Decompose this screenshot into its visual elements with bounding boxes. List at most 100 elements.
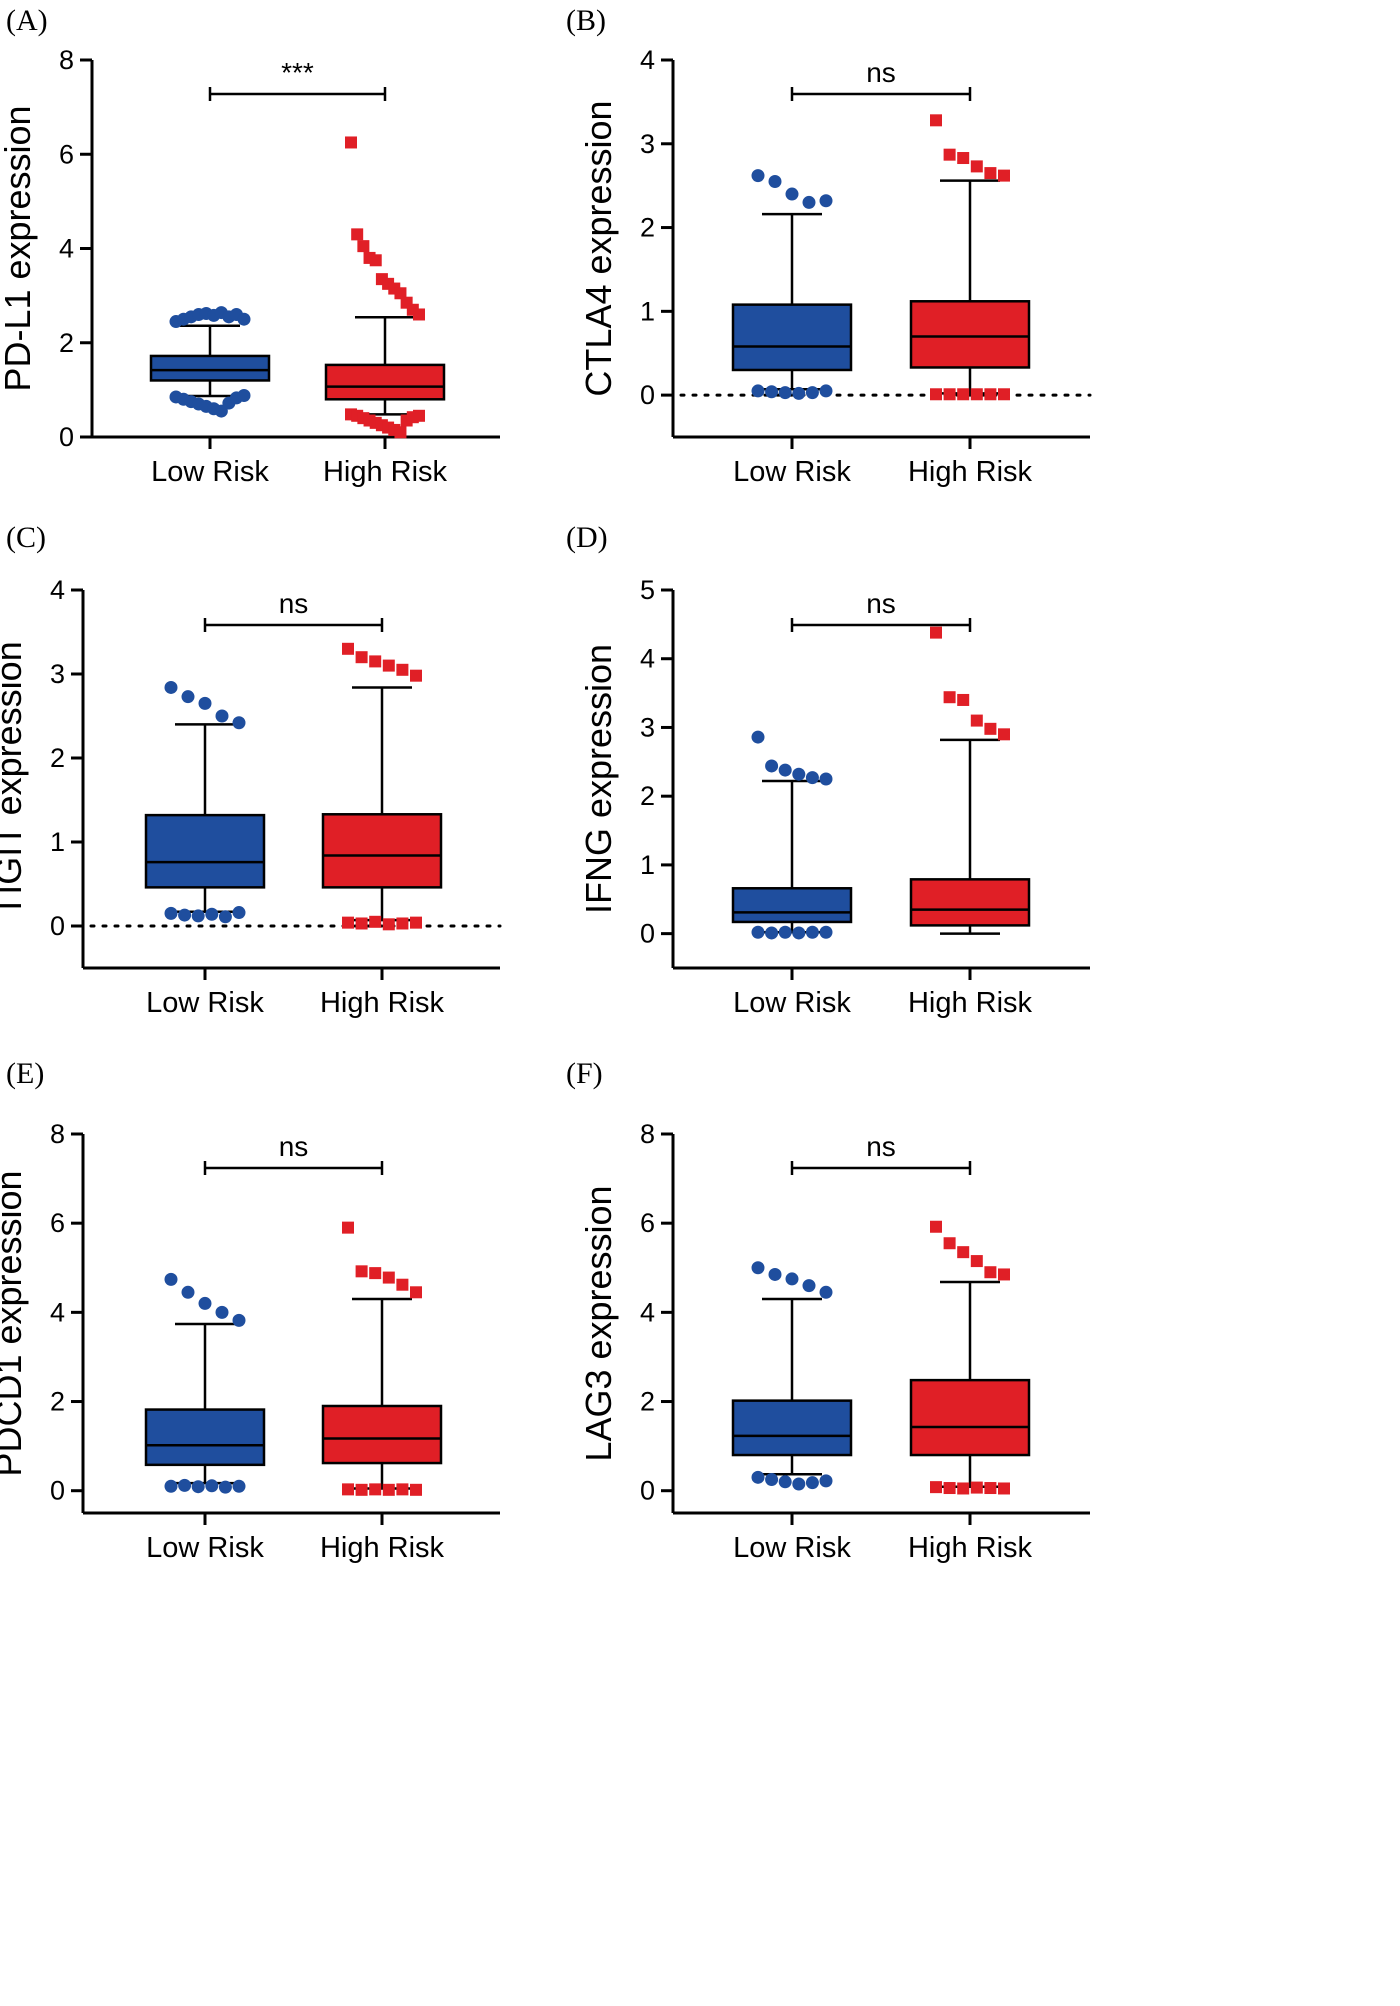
outlier-point-low bbox=[765, 926, 779, 940]
significance-label: *** bbox=[281, 57, 314, 88]
interquartile-box bbox=[149, 354, 271, 382]
outlier-point-high bbox=[957, 693, 970, 706]
interquartile-box bbox=[324, 363, 446, 401]
x-category-label: Low Risk bbox=[146, 987, 264, 1019]
outlier-point-high bbox=[778, 763, 792, 777]
outlier-point-low bbox=[342, 1483, 354, 1496]
outlier-point-low bbox=[792, 926, 806, 940]
outlier-point-high bbox=[792, 767, 806, 781]
outlier-point-high bbox=[768, 1267, 782, 1281]
x-category-label: Low Risk bbox=[146, 1532, 264, 1564]
outlier-point-high bbox=[930, 1220, 942, 1233]
high-risk-box bbox=[909, 1220, 1031, 1495]
outlier-point-low bbox=[792, 1477, 806, 1491]
outlier-point-low bbox=[943, 1482, 956, 1495]
outlier-point-low bbox=[998, 388, 1010, 401]
panel-f: (F) LAG3 expression 0 2 4 6 8 Low Risk High Risk… bbox=[566, 1057, 1090, 1564]
x-category-label: High Risk bbox=[908, 987, 1033, 1019]
outlier-point-high bbox=[369, 254, 382, 267]
outlier-point-high bbox=[751, 169, 765, 183]
y-tick-label: 2 bbox=[640, 213, 655, 243]
outlier-point-low bbox=[957, 1482, 970, 1495]
outlier-point-low bbox=[164, 1479, 178, 1493]
outlier-point-low bbox=[792, 386, 806, 400]
outlier-point-high bbox=[998, 1268, 1010, 1281]
outlier-point-high bbox=[232, 716, 246, 730]
outlier-point-high bbox=[970, 714, 983, 727]
outlier-point-high bbox=[369, 1267, 382, 1280]
outlier-point-high bbox=[970, 1255, 983, 1268]
y-axis-title: LAG3 expression bbox=[578, 1185, 619, 1461]
outlier-point-high bbox=[943, 691, 956, 704]
outlier-point-low bbox=[778, 1475, 792, 1489]
y-tick-label: 1 bbox=[640, 850, 655, 880]
outlier-point-low bbox=[382, 918, 395, 931]
low-risk-box bbox=[731, 1261, 853, 1491]
interquartile-box bbox=[909, 878, 1031, 927]
outlier-point-low bbox=[218, 910, 232, 924]
outlier-point-low bbox=[164, 906, 178, 920]
outlier-point-high bbox=[768, 174, 782, 188]
high-risk-box bbox=[909, 114, 1031, 401]
outlier-point-low bbox=[751, 925, 765, 939]
outlier-point-low bbox=[396, 1483, 409, 1496]
y-tick-label: 0 bbox=[59, 422, 74, 452]
outlier-point-high bbox=[198, 696, 212, 710]
y-tick-label: 3 bbox=[50, 659, 65, 689]
y-axis-title: TIGIT expression bbox=[0, 641, 29, 916]
panel-b: (B) CTLA4 expression 0 1 2 3 4 Low Risk High Ris… bbox=[566, 4, 1092, 488]
outlier-point-low bbox=[957, 388, 970, 401]
outlier-point-high bbox=[802, 1279, 816, 1293]
outlier-point-high bbox=[410, 669, 422, 682]
panel-label: (A) bbox=[6, 4, 48, 37]
outlier-point-high bbox=[930, 626, 942, 639]
y-tick-label: 4 bbox=[640, 1297, 655, 1327]
interquartile-box bbox=[909, 300, 1031, 369]
high-risk-box bbox=[321, 642, 443, 931]
outlier-point-low bbox=[232, 1479, 246, 1493]
x-category-label: High Risk bbox=[320, 1532, 445, 1564]
low-risk-box bbox=[149, 306, 271, 418]
outlier-point-low bbox=[819, 925, 833, 939]
outlier-point-low bbox=[970, 1481, 983, 1494]
y-tick-label: 0 bbox=[640, 1476, 655, 1506]
interquartile-box bbox=[321, 1404, 443, 1465]
outlier-point-high bbox=[943, 1237, 956, 1250]
y-tick-label: 3 bbox=[640, 712, 655, 742]
outlier-point-high bbox=[382, 659, 395, 672]
outlier-point-high bbox=[382, 1271, 395, 1284]
outlier-point-high bbox=[998, 728, 1010, 741]
y-tick-label: 2 bbox=[640, 781, 655, 811]
panel-c: (C) TIGIT expression 0 1 2 3 4 Low Risk High Ris… bbox=[0, 521, 502, 1019]
panel-label: (F) bbox=[566, 1057, 603, 1090]
outlier-point-high bbox=[984, 167, 997, 180]
outlier-point-low bbox=[237, 389, 251, 403]
outlier-point-low bbox=[178, 1478, 192, 1492]
outlier-point-low bbox=[355, 1483, 368, 1496]
outlier-point-low bbox=[930, 388, 942, 401]
outlier-point-low bbox=[819, 1474, 833, 1488]
outlier-point-low bbox=[205, 1479, 219, 1493]
outlier-point-high bbox=[396, 1278, 409, 1291]
outlier-point-high bbox=[357, 240, 370, 253]
outlier-point-high bbox=[413, 308, 425, 321]
outlier-point-low bbox=[355, 917, 368, 930]
y-tick-label: 4 bbox=[640, 644, 655, 674]
low-risk-box bbox=[731, 169, 853, 400]
outlier-point-low bbox=[998, 1482, 1010, 1495]
x-category-label: Low Risk bbox=[733, 1532, 851, 1564]
interquartile-box bbox=[144, 1408, 266, 1467]
outlier-point-low bbox=[805, 925, 819, 939]
outlier-point-high bbox=[369, 655, 382, 668]
outlier-point-high bbox=[957, 152, 970, 165]
high-risk-box bbox=[321, 1221, 443, 1496]
outlier-point-high bbox=[984, 722, 997, 735]
low-risk-box bbox=[144, 1272, 266, 1494]
high-risk-box bbox=[324, 136, 446, 439]
high-risk-box bbox=[909, 626, 1031, 935]
outlier-point-low bbox=[984, 388, 997, 401]
outlier-point-low bbox=[410, 916, 422, 929]
y-tick-label: 8 bbox=[50, 1119, 65, 1149]
y-tick-label: 0 bbox=[640, 919, 655, 949]
outlier-point-low bbox=[382, 1483, 395, 1496]
